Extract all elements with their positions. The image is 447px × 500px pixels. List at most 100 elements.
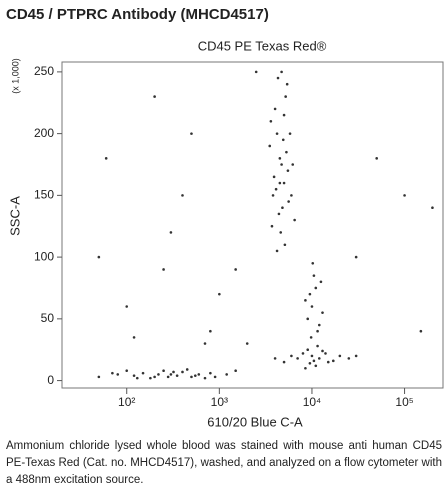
data-point [309,336,313,339]
y-tick-label: 50 [41,311,55,325]
data-point [280,163,283,166]
data-point [312,274,316,277]
y-tick-label: 250 [34,64,54,78]
data-point [306,348,310,352]
data-point [125,369,129,373]
x-tick-label: 10³ [211,395,228,409]
data-point [354,354,358,358]
data-point [314,364,318,368]
data-point [284,95,287,98]
data-point [272,175,276,179]
x-tick-label: 10⁴ [303,395,322,409]
data-point [431,206,434,210]
data-point [268,144,272,148]
data-point [354,255,358,259]
data-point [274,187,278,191]
x-tick-label: 10⁵ [395,395,413,409]
data-point [125,305,129,308]
data-point [111,371,114,375]
data-point [282,360,286,364]
data-point [317,323,321,327]
data-point [306,317,310,321]
data-point [213,375,217,379]
y-tick-label: 0 [47,373,54,387]
y-tick-label: 150 [34,188,54,202]
data-point [116,373,120,376]
data-point [278,157,282,160]
data-point [321,349,324,353]
data-point [185,368,189,371]
data-point [190,132,193,135]
data-point [193,374,197,377]
data-point [273,357,277,360]
data-point [319,280,323,284]
data-point [317,357,321,360]
x-tick-label: 10² [118,395,135,409]
data-point [282,113,286,117]
data-point [162,268,165,271]
data-point [275,132,279,135]
data-point [308,362,312,365]
data-point [149,376,152,380]
data-point [254,70,258,74]
data-point [278,181,282,185]
data-point [290,194,293,197]
data-point [403,194,406,197]
data-point [197,373,201,376]
caption: Ammonium chloride lysed whole blood was … [6,440,442,486]
data-point [375,157,378,160]
data-point [169,231,173,234]
y-tick-label: 200 [34,126,54,140]
data-point [301,352,305,355]
data-point [203,376,207,380]
data-point [245,342,249,345]
data-point [175,374,179,377]
data-point [141,371,145,375]
data-point [225,373,228,376]
data-point [277,212,281,216]
data-point [347,357,351,360]
data-point [169,373,173,376]
data-point [132,336,136,339]
data-point [234,369,237,373]
data-point [157,373,160,376]
data-point [275,249,279,253]
data-point [288,132,292,135]
data-point [287,200,290,203]
data-point [296,357,299,360]
data-point [132,374,136,377]
data-point [172,370,175,374]
data-point [419,329,423,333]
data-point [209,371,212,375]
data-point [270,224,274,228]
data-point [97,375,101,379]
data-point [153,375,156,379]
data-point [276,76,280,80]
data-point [316,329,319,333]
data-point [135,376,139,380]
data-point [311,261,315,265]
data-point [324,352,327,355]
data-point [166,375,170,379]
data-point [286,169,290,172]
data-point [280,70,283,74]
data-point [314,286,318,290]
y-unit-note: (x 1,000) [10,58,20,94]
data-point [97,255,101,259]
data-point [281,138,285,142]
data-point [310,354,314,358]
data-point [190,375,193,379]
data-point [290,354,293,358]
y-tick-label: 100 [34,249,54,263]
page-title: CD45 / PTPRC Antibody (MHCD4517) [6,6,269,23]
data-point [271,194,275,197]
data-point [203,342,207,345]
data-point [312,359,316,363]
data-point [273,107,277,111]
data-point [293,218,296,222]
data-point [218,292,221,296]
data-point [281,206,284,210]
data-point [308,292,312,296]
data-point [304,299,307,302]
data-point [162,369,165,373]
